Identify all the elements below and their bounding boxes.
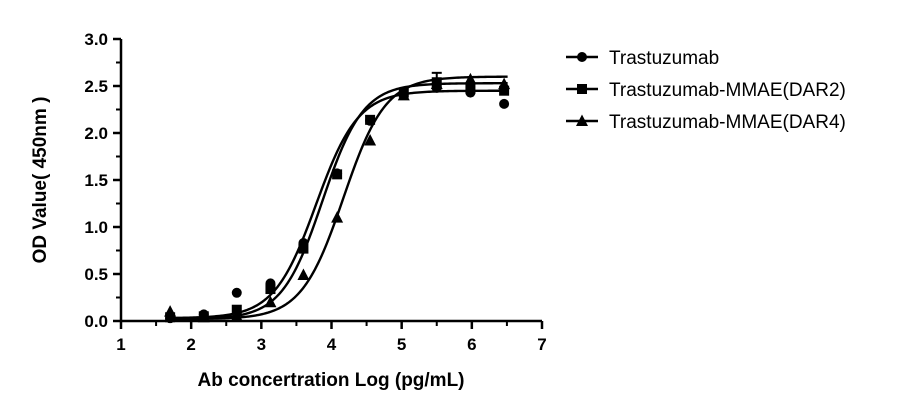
y-tick-label: 0.5: [84, 265, 108, 284]
y-tick-label: 2.5: [84, 77, 108, 96]
data-point-series-2: [165, 312, 176, 323]
data-point-series-2: [298, 243, 309, 254]
legend-marker-circle: [577, 52, 587, 62]
data-point-series-2: [365, 114, 376, 125]
x-tick-label: 4: [327, 335, 337, 354]
y-tick-label: 1.0: [84, 218, 108, 237]
y-tick-label: 1.5: [84, 171, 108, 190]
data-point-series-2: [265, 284, 276, 295]
legend-label: Trastuzumab-MMAE(DAR2): [609, 80, 846, 101]
data-point-series-3: [164, 305, 177, 317]
data-points: [164, 71, 511, 324]
data-point-series-2: [465, 83, 476, 94]
data-point-series-2: [231, 304, 242, 315]
data-point-series-3: [397, 88, 410, 101]
legend-marker-triangle: [576, 114, 588, 126]
x-tick-label: 6: [467, 335, 476, 354]
legend-item: Trastuzumab-MMAE(DAR2): [566, 80, 846, 101]
y-axis-title: OD Value( 450nm ): [30, 97, 51, 264]
axes: 1 2 3 4 5 6 7 0.0 0.5 1.0 1.5 2.0 2.5 3.0: [84, 30, 546, 354]
data-point-series-1: [231, 287, 242, 298]
legend: Trastuzumab Trastuzumab-MMAE(DAR2) Trastuz…: [566, 48, 846, 133]
x-axis-title: Ab concertration Log (pg/mL): [197, 370, 464, 391]
legend-label: Trastuzumab: [609, 48, 719, 69]
data-point-series-3: [197, 310, 210, 323]
data-point-series-3: [464, 72, 477, 85]
y-tick-label: 2.0: [84, 124, 108, 143]
x-tick-label: 2: [186, 335, 195, 354]
fit-curve-series-1: [166, 89, 508, 320]
data-point-series-3: [331, 211, 344, 223]
data-point-series-1: [499, 98, 510, 109]
data-point-series-3: [264, 295, 277, 308]
data-point-series-3: [297, 268, 310, 280]
fit-curves: [166, 75, 508, 321]
fit-curve-series-2: [166, 82, 508, 321]
y-tick-label: 0.0: [84, 312, 108, 331]
data-point-series-3: [230, 309, 243, 322]
x-tick-label: 3: [257, 335, 266, 354]
data-point-series-2: [332, 169, 343, 180]
data-point-series-3: [430, 77, 443, 90]
x-tick-label: 5: [397, 335, 406, 354]
legend-marker-square: [577, 84, 587, 94]
legend-item: Trastuzumab: [566, 48, 719, 69]
y-tick-label: 3.0: [84, 30, 108, 49]
legend-label: Trastuzumab-MMAE(DAR4): [609, 112, 846, 133]
data-point-series-2: [499, 85, 510, 96]
data-point-series-3: [498, 77, 511, 90]
x-tick-label: 1: [116, 335, 125, 354]
x-tick-label: 7: [537, 335, 546, 354]
legend-item: Trastuzumab-MMAE(DAR4): [566, 112, 846, 133]
data-point-series-3: [364, 134, 377, 146]
fit-curve-series-3: [166, 75, 508, 321]
